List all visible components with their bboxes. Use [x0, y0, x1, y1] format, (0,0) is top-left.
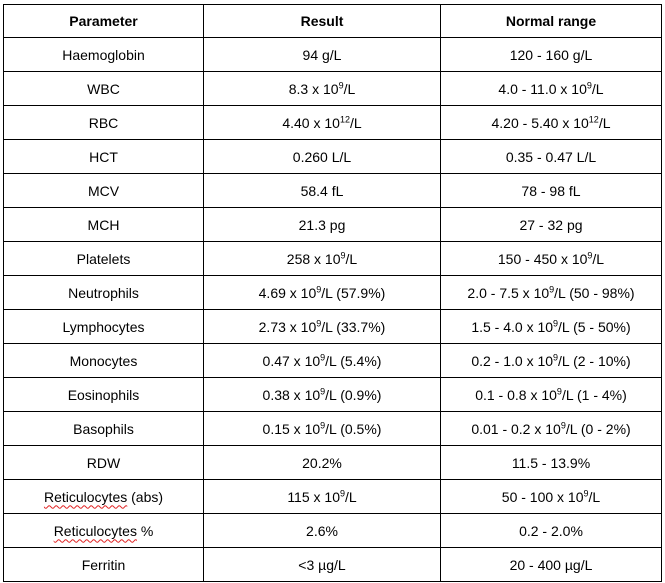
- table-row: Basophils 0.15 x 109/L (0.5%) 0.01 - 0.2 x…: [3, 411, 662, 446]
- header-result: Result: [203, 4, 441, 38]
- superscript-exponent: 9: [560, 419, 566, 430]
- superscript-exponent: 9: [549, 283, 555, 294]
- table-body: Haemoglobin 94 g/L 120 - 160 g/L WBC 8.3 x 1…: [3, 37, 662, 582]
- normal-range-cell: 20 - 400 µg/L: [440, 547, 662, 582]
- superscript-exponent: 9: [320, 385, 326, 396]
- spellcheck-underlined-word: Reticulocytes: [43, 488, 128, 505]
- result-cell: <3 µg/L: [203, 547, 441, 582]
- normal-range-cell: 11.5 - 13.9%: [440, 445, 662, 480]
- parameter-cell: Reticulocytes %: [3, 513, 204, 548]
- superscript-exponent: 9: [553, 351, 559, 362]
- table-row: MCV 58.4 fL 78 - 98 fL: [3, 173, 662, 208]
- parameter-cell: Ferritin: [3, 547, 204, 582]
- table-row: Platelets 258 x 109/L 150 - 450 x 109/L: [3, 241, 662, 276]
- superscript-exponent: 12: [588, 113, 599, 124]
- parameter-cell: Neutrophils: [3, 275, 204, 310]
- table-row: Ferritin <3 µg/L 20 - 400 µg/L: [3, 547, 662, 582]
- table-row: MCH 21.3 pg 27 - 32 pg: [3, 207, 662, 242]
- normal-range-cell: 4.20 - 5.40 x 1012/L: [440, 105, 662, 140]
- result-cell: 0.260 L/L: [203, 139, 441, 174]
- parameter-cell: Eosinophils: [3, 377, 204, 412]
- result-cell: 94 g/L: [203, 37, 441, 72]
- parameter-cell: Haemoglobin: [3, 37, 204, 72]
- parameter-cell: Basophils: [3, 411, 204, 446]
- result-cell: 115 x 109/L: [203, 479, 441, 514]
- parameter-cell: Platelets: [3, 241, 204, 276]
- normal-range-cell: 27 - 32 pg: [440, 207, 662, 242]
- parameter-cell: WBC: [3, 71, 204, 106]
- normal-range-cell: 150 - 450 x 109/L: [440, 241, 662, 276]
- superscript-exponent: 9: [339, 487, 345, 498]
- result-cell: 0.38 x 109/L (0.9%): [203, 377, 441, 412]
- parameter-cell: RBC: [3, 105, 204, 140]
- table-row: Monocytes 0.47 x 109/L (5.4%) 0.2 - 1.0 x …: [3, 343, 662, 378]
- superscript-exponent: 9: [553, 317, 559, 328]
- normal-range-cell: 2.0 - 7.5 x 109/L (50 - 98%): [440, 275, 662, 310]
- superscript-exponent: 9: [316, 317, 322, 328]
- header-parameter: Parameter: [3, 4, 204, 38]
- normal-range-cell: 4.0 - 11.0 x 109/L: [440, 71, 662, 106]
- table-row: Lymphocytes 2.73 x 109/L (33.7%) 1.5 - 4.0…: [3, 309, 662, 344]
- header-row: Parameter Result Normal range: [3, 4, 662, 38]
- superscript-exponent: 12: [339, 113, 350, 124]
- result-cell: 4.40 x 1012/L: [203, 105, 441, 140]
- normal-range-cell: 50 - 100 x 109/L: [440, 479, 662, 514]
- table-row: RDW 20.2% 11.5 - 13.9%: [3, 445, 662, 480]
- superscript-exponent: 9: [320, 351, 326, 362]
- spellcheck-underlined-word: Reticulocytes: [53, 522, 137, 539]
- lab-results-table: Parameter Result Normal range Haemoglobi…: [3, 4, 662, 582]
- superscript-exponent: 9: [586, 79, 592, 90]
- superscript-exponent: 9: [338, 79, 344, 90]
- normal-range-cell: 78 - 98 fL: [440, 173, 662, 208]
- superscript-exponent: 9: [340, 249, 346, 260]
- parameter-cell: Reticulocytes (abs): [3, 479, 204, 514]
- normal-range-cell: 0.2 - 1.0 x 109/L (2 - 10%): [440, 343, 662, 378]
- result-cell: 21.3 pg: [203, 207, 441, 242]
- superscript-exponent: 9: [320, 419, 326, 430]
- normal-range-cell: 0.35 - 0.47 L/L: [440, 139, 662, 174]
- parameter-cell: Monocytes: [3, 343, 204, 378]
- parameter-cell: HCT: [3, 139, 204, 174]
- result-cell: 2.6%: [203, 513, 441, 548]
- result-cell: 58.4 fL: [203, 173, 441, 208]
- normal-range-cell: 120 - 160 g/L: [440, 37, 662, 72]
- result-cell: 4.69 x 109/L (57.9%): [203, 275, 441, 310]
- table-row: Reticulocytes (abs) 115 x 109/L 50 - 100 x…: [3, 479, 662, 514]
- parameter-cell: MCV: [3, 173, 204, 208]
- parameter-cell: RDW: [3, 445, 204, 480]
- superscript-exponent: 9: [316, 283, 322, 294]
- result-cell: 258 x 109/L: [203, 241, 441, 276]
- parameter-cell: MCH: [3, 207, 204, 242]
- result-cell: 2.73 x 109/L (33.7%): [203, 309, 441, 344]
- result-cell: 0.47 x 109/L (5.4%): [203, 343, 441, 378]
- table-row: Eosinophils 0.38 x 109/L (0.9%) 0.1 - 0.8 …: [3, 377, 662, 412]
- normal-range-cell: 0.1 - 0.8 x 109/L (1 - 4%): [440, 377, 662, 412]
- superscript-exponent: 9: [587, 249, 593, 260]
- normal-range-cell: 0.01 - 0.2 x 109/L (0 - 2%): [440, 411, 662, 446]
- table-row: Neutrophils 4.69 x 109/L (57.9%) 2.0 - 7.5…: [3, 275, 662, 310]
- result-cell: 8.3 x 109/L: [203, 71, 441, 106]
- table-row: Haemoglobin 94 g/L 120 - 160 g/L: [3, 37, 662, 72]
- normal-range-cell: 1.5 - 4.0 x 109/L (5 - 50%): [440, 309, 662, 344]
- table-row: HCT 0.260 L/L 0.35 - 0.47 L/L: [3, 139, 662, 174]
- superscript-exponent: 9: [583, 487, 589, 498]
- table-row: Reticulocytes % 2.6% 0.2 - 2.0%: [3, 513, 662, 548]
- superscript-exponent: 9: [556, 385, 562, 396]
- header-normal-range: Normal range: [440, 4, 662, 38]
- result-cell: 0.15 x 109/L (0.5%): [203, 411, 441, 446]
- result-cell: 20.2%: [203, 445, 441, 480]
- table-row: RBC 4.40 x 1012/L 4.20 - 5.40 x 1012/L: [3, 105, 662, 140]
- parameter-cell: Lymphocytes: [3, 309, 204, 344]
- table-row: WBC 8.3 x 109/L 4.0 - 11.0 x 109/L: [3, 71, 662, 106]
- normal-range-cell: 0.2 - 2.0%: [440, 513, 662, 548]
